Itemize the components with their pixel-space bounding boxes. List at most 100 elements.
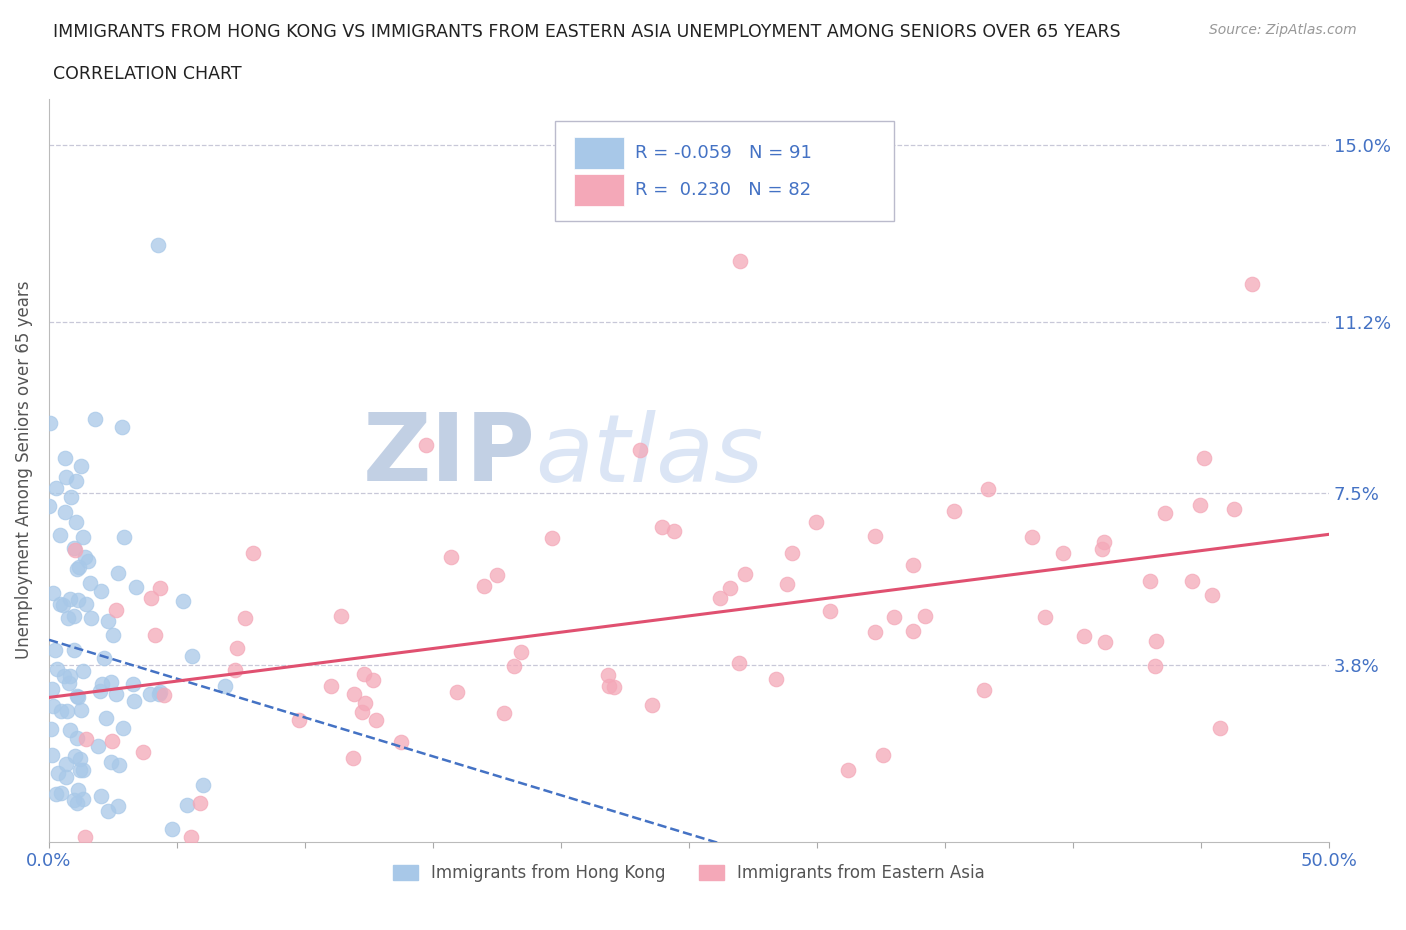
Point <box>149 581 172 596</box>
Point <box>1192 451 1215 466</box>
Point <box>59 669 82 684</box>
Text: ZIP: ZIP <box>363 409 536 501</box>
FancyBboxPatch shape <box>554 121 894 221</box>
Point <box>46 765 69 780</box>
Point <box>112 529 135 544</box>
Point <box>863 528 886 543</box>
Point <box>52 597 75 612</box>
Point <box>598 678 620 693</box>
Point <box>66 592 89 607</box>
Point <box>598 668 620 683</box>
Point <box>89 684 111 698</box>
Point <box>90 789 112 804</box>
Point <box>62 792 84 807</box>
Point <box>45 481 67 496</box>
Text: R =  0.230   N = 82: R = 0.230 N = 82 <box>636 181 811 199</box>
Point <box>49 703 72 718</box>
Point <box>41 699 63 714</box>
Point <box>181 649 204 664</box>
Point <box>1188 498 1211 512</box>
Point <box>1094 634 1116 649</box>
Point <box>1073 629 1095 644</box>
Point <box>96 804 118 819</box>
Point <box>80 611 103 626</box>
Point <box>73 830 96 844</box>
Point <box>84 412 107 427</box>
Point <box>59 592 82 607</box>
Point <box>107 565 129 580</box>
Point <box>472 578 495 593</box>
Point <box>1033 609 1056 624</box>
Point <box>628 442 651 457</box>
Point <box>59 723 82 737</box>
Point <box>775 577 797 591</box>
Point <box>146 237 169 252</box>
Point <box>75 732 97 747</box>
Point <box>63 542 86 557</box>
Point <box>641 698 664 712</box>
Point <box>1181 574 1204 589</box>
Point <box>321 678 343 693</box>
Point <box>107 798 129 813</box>
Point <box>53 451 76 466</box>
Point <box>1052 545 1074 560</box>
Point <box>112 720 135 735</box>
Point <box>77 553 100 568</box>
Point <box>780 546 803 561</box>
Point <box>60 490 83 505</box>
Point <box>87 738 110 753</box>
Point <box>63 540 86 555</box>
Point <box>837 763 859 777</box>
Point <box>330 608 353 623</box>
Point <box>440 550 463 565</box>
Point <box>93 650 115 665</box>
Point <box>366 712 388 727</box>
Point <box>38 498 60 513</box>
Point <box>1091 541 1114 556</box>
Point <box>1154 506 1177 521</box>
Point <box>55 470 77 485</box>
Point <box>39 416 62 431</box>
Point <box>1201 587 1223 602</box>
Point <box>41 682 63 697</box>
Point <box>73 549 96 564</box>
Point <box>79 576 101 591</box>
Point <box>242 546 264 561</box>
Point <box>51 786 73 801</box>
Point <box>765 671 787 686</box>
Point <box>446 685 468 700</box>
Point <box>70 458 93 473</box>
Point <box>288 712 311 727</box>
Point <box>152 688 174 703</box>
Point <box>883 609 905 624</box>
Point <box>58 611 80 626</box>
Point <box>541 530 564 545</box>
Point <box>72 791 94 806</box>
Point <box>104 603 127 618</box>
Point <box>90 583 112 598</box>
Point <box>94 711 117 725</box>
Point <box>415 437 437 452</box>
Point <box>101 734 124 749</box>
Point <box>55 504 77 519</box>
Point <box>63 748 86 763</box>
Point <box>973 683 995 698</box>
Point <box>143 628 166 643</box>
Point <box>728 254 751 269</box>
Point <box>193 777 215 792</box>
Point <box>70 702 93 717</box>
Point <box>806 514 828 529</box>
Point <box>1144 658 1167 673</box>
Point <box>188 795 211 810</box>
Point <box>65 473 87 488</box>
Point <box>100 754 122 769</box>
Point <box>65 515 87 530</box>
Point <box>72 664 94 679</box>
Point <box>55 769 77 784</box>
Point <box>1241 277 1264 292</box>
Point <box>121 676 143 691</box>
Point <box>75 597 97 612</box>
Point <box>90 676 112 691</box>
Point <box>233 610 256 625</box>
Text: Source: ZipAtlas.com: Source: ZipAtlas.com <box>1209 23 1357 37</box>
